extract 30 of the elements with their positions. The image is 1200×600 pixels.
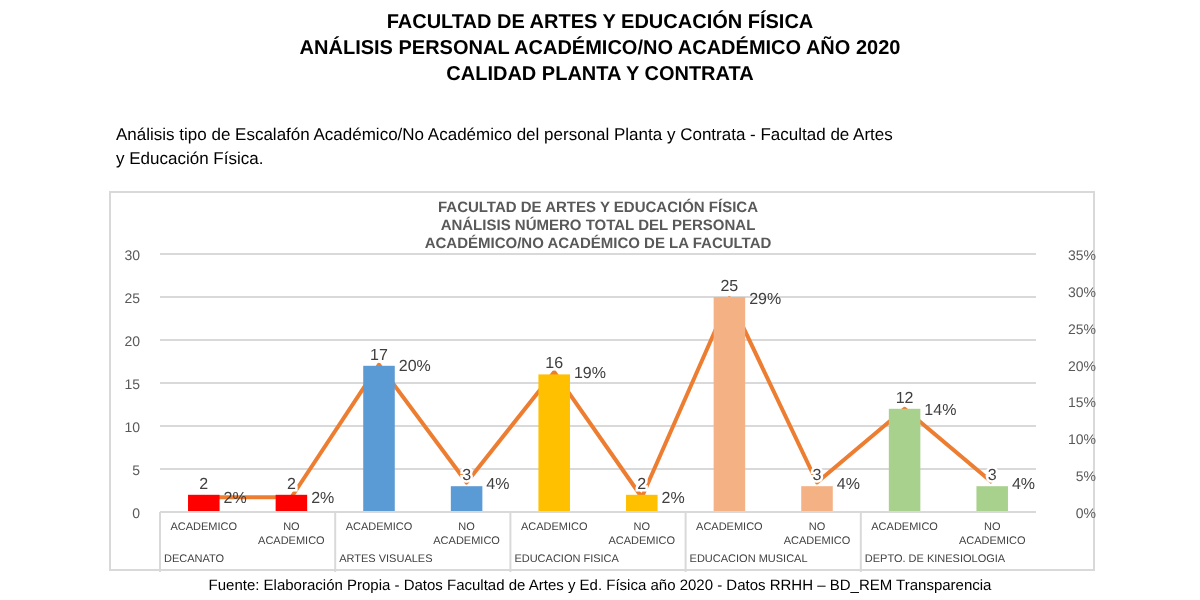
bar (888, 408, 921, 512)
data-label: 4% (486, 474, 510, 493)
data-label: 2% (661, 489, 685, 508)
data-label: 12 (895, 388, 915, 407)
bar (713, 297, 746, 512)
data-label: 2% (223, 489, 247, 508)
data-label: 20% (398, 356, 431, 375)
bar (450, 486, 483, 512)
data-label: 19% (573, 363, 606, 382)
bar (538, 374, 570, 512)
data-label: 2 (199, 474, 210, 493)
data-label: 25 (720, 277, 740, 295)
chart-subtitle: Análisis tipo de Escalafón Académico/No Académico del personal Planta y Contrata - Facultad de Artes y Educación Física. (116, 124, 893, 168)
data-label: 14% (924, 400, 957, 419)
data-label: 2 (286, 474, 297, 493)
bar (976, 486, 1008, 512)
data-label: 2 (637, 474, 648, 493)
bar (363, 365, 395, 512)
chart-title: FACULTAD DE ARTES Y EDUCACIÓN FÍSICA ANÁLISIS PERSONAL ACADÉMICO/NO ACADÉMICO AÑO 2020 CALIDAD PLANTA Y CONTRATA (299, 10, 902, 86)
bar (801, 486, 833, 512)
data-label: 17 (370, 345, 389, 364)
bar (275, 494, 308, 512)
data-label: 3 (987, 466, 998, 485)
bar (188, 494, 220, 512)
data-label: 16 (545, 354, 565, 373)
data-label: 29% (749, 290, 782, 309)
data-label: 2% (311, 489, 335, 508)
bar (626, 494, 658, 512)
data-label: 4% (1011, 474, 1036, 493)
data-label: 4% (836, 474, 860, 493)
